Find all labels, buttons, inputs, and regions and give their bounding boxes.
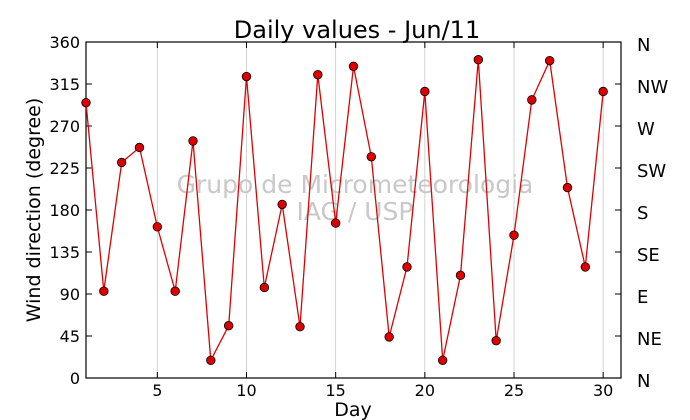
data-point (384, 332, 394, 342)
direction-label: NE (637, 329, 662, 350)
x-axis-label: Day (334, 399, 372, 420)
direction-label: W (637, 119, 655, 140)
direction-label: SE (637, 245, 660, 266)
series-line (85, 58, 604, 363)
data-point (455, 270, 466, 281)
data-point (509, 230, 519, 240)
data-point (223, 321, 234, 331)
data-point (134, 142, 145, 153)
x-tick-label: 15 (325, 381, 345, 400)
data-point (437, 355, 448, 365)
data-point (313, 69, 323, 80)
data-point (81, 97, 91, 108)
y-tick-label: 135 (49, 243, 80, 262)
x-tick-label: 5 (152, 381, 162, 400)
x-tick-label: 10 (236, 381, 256, 400)
data-point (188, 136, 198, 146)
x-tick-label: 25 (504, 381, 524, 400)
watermark: Grupo de Micrometeorologia IAG / USP (177, 170, 534, 226)
y-axis-label: Wind direction (degree) (23, 98, 45, 323)
data-point (330, 218, 341, 228)
data-point (580, 262, 591, 272)
data-point (259, 282, 270, 293)
axis-ticks: 5 10 15 20 25 30 0 N 45 NE 90 E 135 SE 180 S 225 SW 270 W 31… (49, 33, 668, 400)
data-point (598, 86, 608, 97)
direction-label: N (637, 371, 650, 392)
y-tick-label: 90 (60, 285, 80, 304)
y-tick-label: 0 (70, 369, 80, 388)
data-point (473, 55, 484, 65)
direction-label: S (637, 203, 648, 224)
watermark-line-2: IAG / USP (297, 197, 414, 226)
data-point (152, 222, 163, 232)
data-point (366, 152, 377, 162)
data-point (527, 95, 537, 105)
data-point (99, 286, 109, 296)
data-point (420, 86, 430, 97)
data-point (116, 157, 127, 168)
direction-label: SW (637, 161, 666, 182)
x-tick-label: 20 (415, 381, 435, 400)
data-point (206, 355, 216, 365)
data-point (277, 199, 287, 210)
chart-title: Daily values - Jun/11 (234, 16, 480, 44)
series-wind-direction (81, 55, 608, 365)
data-point (544, 55, 555, 66)
y-tick-label: 45 (60, 327, 80, 346)
direction-label: E (637, 287, 648, 308)
y-tick-label: 315 (49, 75, 80, 94)
direction-label: N (637, 35, 650, 56)
direction-label: NW (637, 77, 668, 98)
y-tick-label: 225 (49, 159, 80, 178)
data-point (348, 61, 359, 71)
y-tick-label: 360 (49, 33, 80, 52)
watermark-line-1: Grupo de Micrometeorologia (177, 170, 534, 199)
y-tick-label: 180 (49, 201, 80, 220)
data-point (402, 262, 412, 272)
y-tick-label: 270 (49, 117, 80, 136)
data-point (562, 182, 573, 193)
x-tick-label: 30 (593, 381, 613, 400)
data-point (170, 286, 180, 296)
data-point (491, 335, 501, 346)
data-point (295, 321, 305, 332)
data-point (241, 71, 252, 82)
